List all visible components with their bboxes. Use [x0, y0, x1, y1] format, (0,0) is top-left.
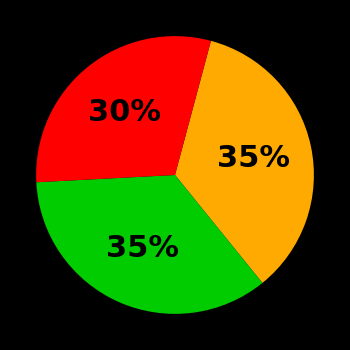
Text: 30%: 30%	[88, 98, 161, 127]
Text: 35%: 35%	[217, 144, 290, 173]
Text: 35%: 35%	[106, 234, 179, 263]
Wedge shape	[36, 175, 262, 314]
Wedge shape	[175, 41, 314, 283]
Wedge shape	[36, 36, 211, 182]
